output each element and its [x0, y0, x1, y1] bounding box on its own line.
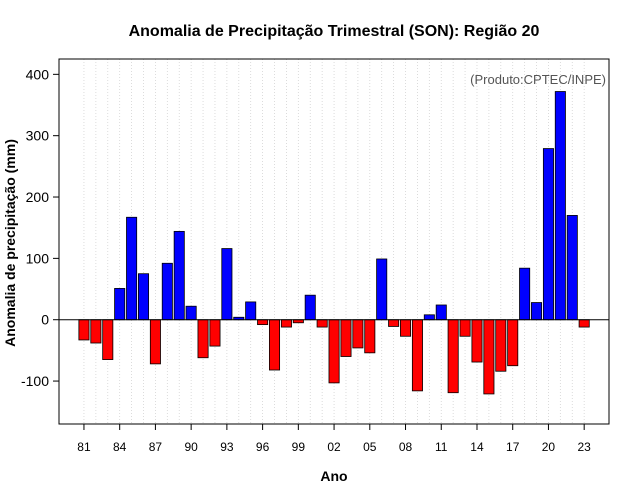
x-tick-label: 23: [577, 440, 591, 454]
bar-1993: [221, 248, 233, 321]
x-axis-label: Ano: [320, 468, 347, 484]
y-axis-label: Anomalia de precipitação (mm): [2, 139, 18, 347]
credit-label: (Produto:CPTEC/INPE): [470, 72, 606, 87]
y-tick-label: 200: [26, 189, 50, 205]
bar-2010: [423, 314, 435, 321]
bar-1997: [269, 319, 281, 371]
x-tick-label: 08: [399, 440, 413, 454]
bar-2005: [364, 319, 376, 354]
x-tick-label: 90: [184, 440, 198, 454]
bar-1989: [173, 230, 185, 321]
bar-1991: [197, 319, 209, 359]
bar-2016: [495, 319, 507, 372]
bar-2008: [400, 319, 412, 337]
x-tick-label: 17: [506, 440, 520, 454]
x-tick-label: 81: [77, 440, 91, 454]
x-tick-label: 87: [149, 440, 163, 454]
chart-title: Anomalia de Precipitação Trimestral (SON…: [129, 23, 540, 40]
bar-2006: [376, 258, 388, 321]
bar-1988: [161, 262, 173, 321]
bar-2007: [388, 319, 400, 327]
y-tick-label: 0: [41, 312, 49, 328]
bar-1984: [114, 288, 126, 321]
bar-2013: [459, 319, 471, 337]
bar-2002: [328, 319, 340, 384]
bar-2004: [352, 319, 364, 349]
y-tick-label: 400: [26, 66, 50, 82]
x-tick-label: 05: [363, 440, 377, 454]
bar-2009: [411, 319, 423, 392]
bar-1995: [245, 301, 257, 321]
bar-2019: [531, 302, 543, 321]
x-tick-label: 14: [470, 440, 484, 454]
bar-2003: [340, 319, 352, 357]
y-tick-label: 100: [26, 250, 50, 266]
bar-2011: [435, 304, 447, 321]
x-tick-label: 02: [327, 440, 341, 454]
bar-2017: [507, 319, 519, 367]
bar-1981: [78, 319, 90, 341]
y-tick-label: -100: [21, 373, 49, 389]
bar-1983: [102, 319, 114, 360]
x-tick-label: 99: [292, 440, 306, 454]
bar-2020: [542, 148, 554, 321]
bar-1985: [126, 216, 138, 321]
bar-2021: [554, 91, 566, 321]
x-tick-label: 11: [435, 440, 448, 454]
x-tick-label: 84: [113, 440, 127, 454]
bar-1990: [185, 305, 197, 321]
y-tick-label: 300: [26, 128, 50, 144]
bar-2014: [471, 319, 483, 363]
bar-2012: [447, 319, 459, 394]
bar-2000: [304, 294, 316, 321]
bar-2023: [578, 319, 590, 328]
bar-1998: [280, 319, 292, 328]
bar-2018: [519, 267, 531, 321]
bar-1982: [90, 319, 102, 344]
x-tick-label: 93: [220, 440, 234, 454]
y-axis: -100 0 100 200 300 400: [21, 66, 59, 389]
bar-2022: [566, 215, 578, 321]
x-tick-label: 96: [256, 440, 270, 454]
bar-1987: [149, 319, 161, 365]
bar-1992: [209, 319, 221, 347]
bar-2001: [316, 319, 328, 328]
bar-1996: [257, 319, 269, 326]
bar-2015: [483, 319, 495, 395]
bars: [78, 91, 590, 395]
bar-1986: [138, 273, 150, 321]
x-tick-label: 20: [542, 440, 556, 454]
x-axis: 81 84 87 90 93 96 99 02 05 08 11 14 17 20 23: [77, 424, 591, 454]
